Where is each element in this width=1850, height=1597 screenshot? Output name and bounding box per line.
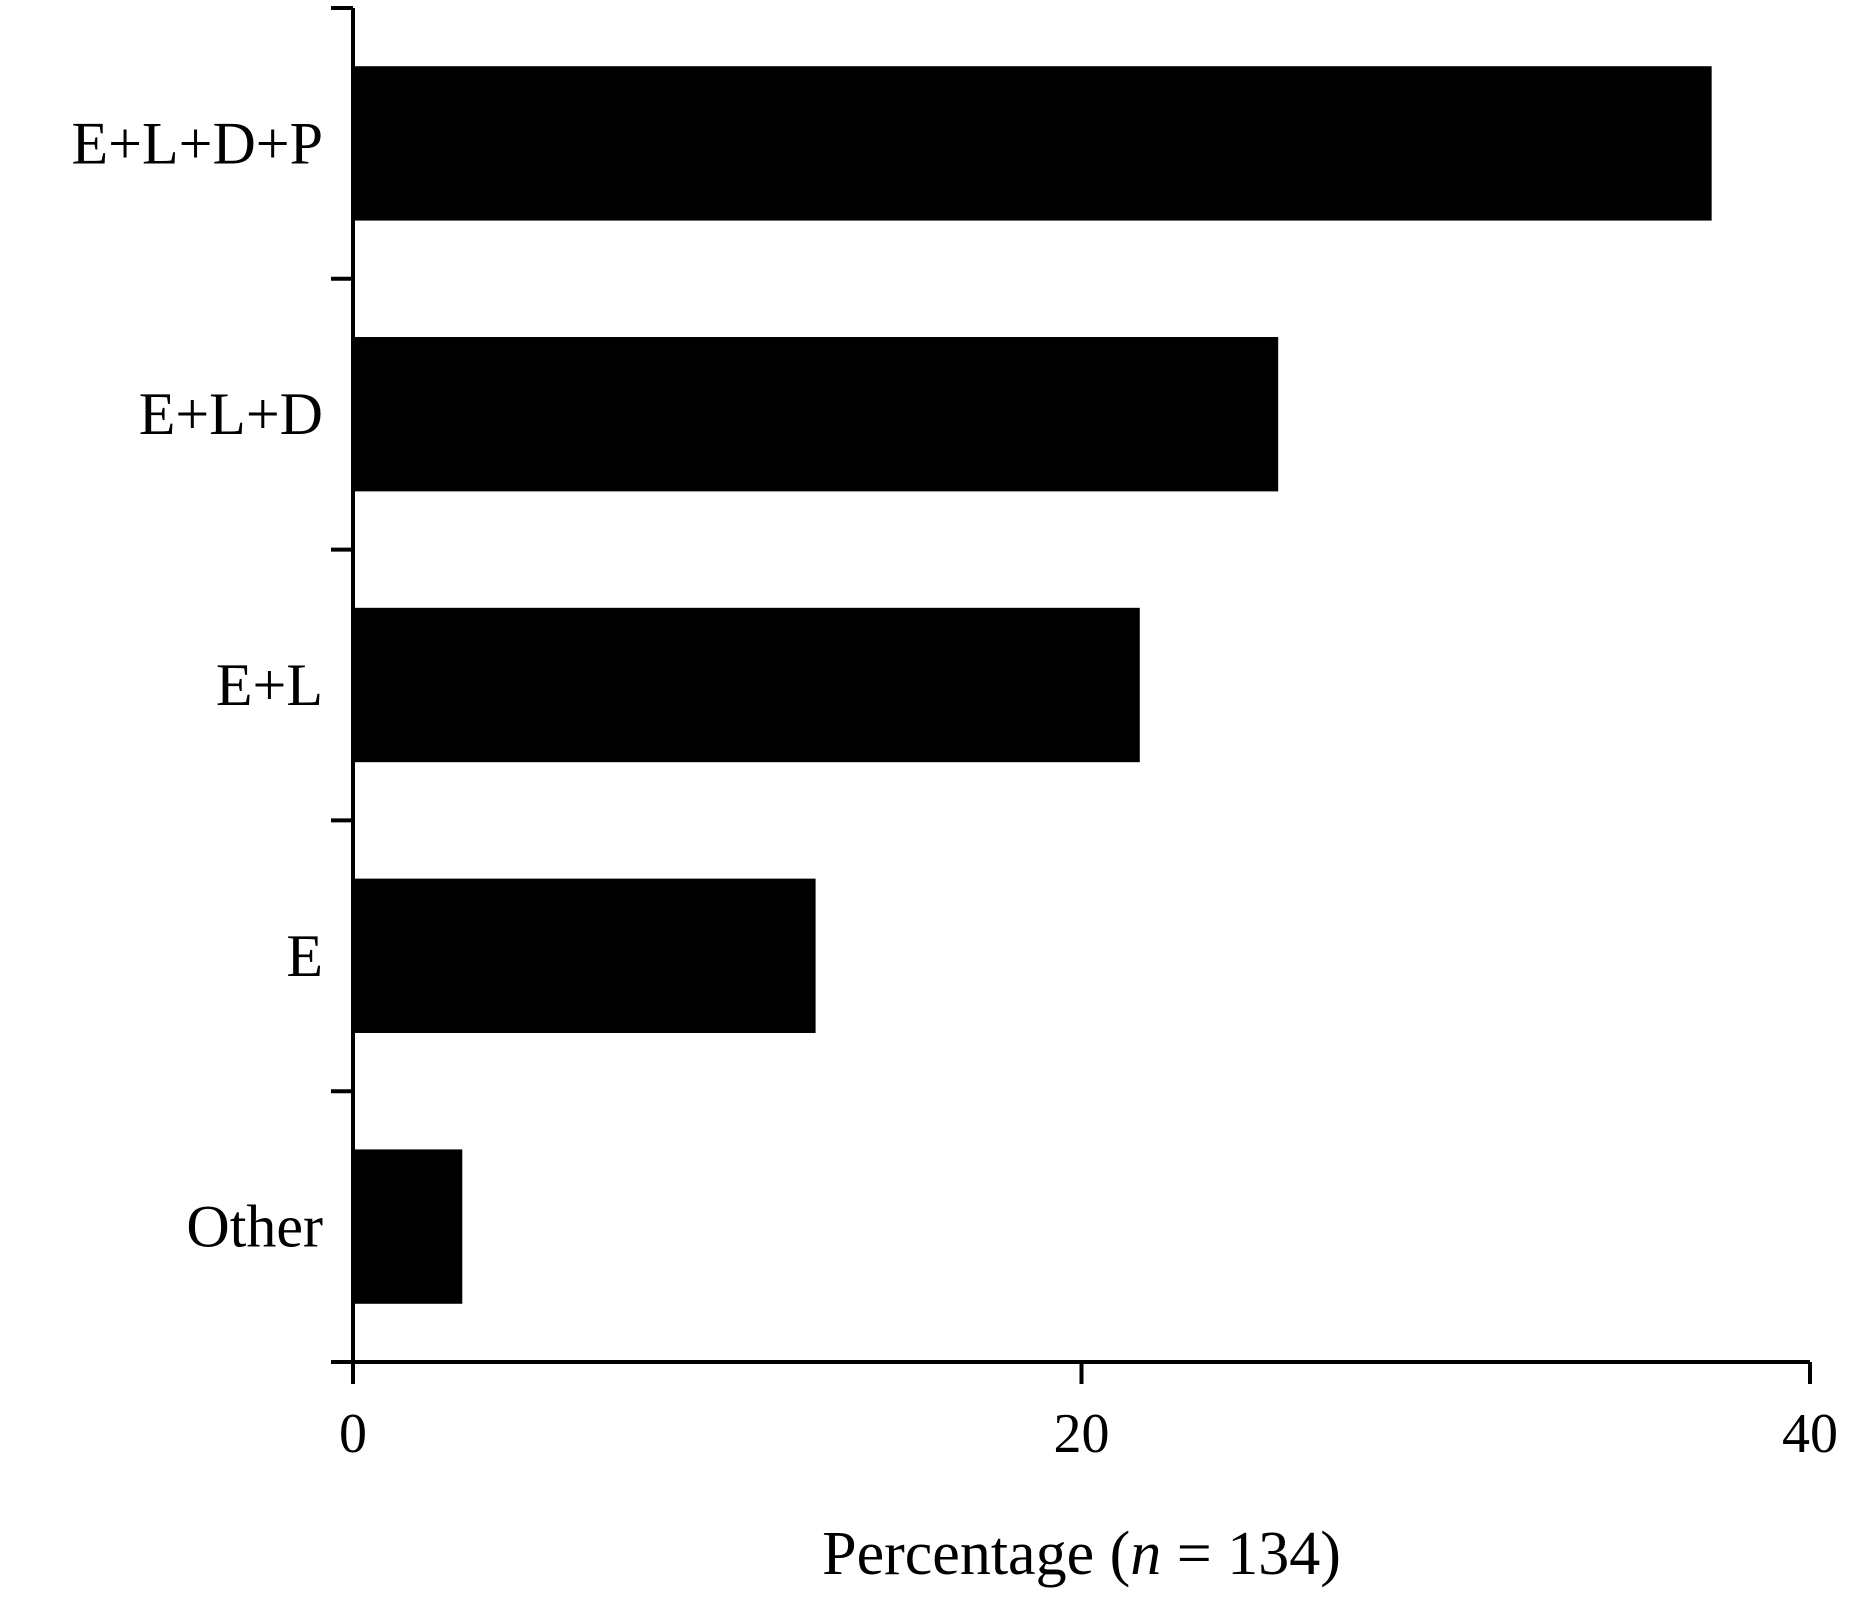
x-axis-title: Percentage (n = 134) bbox=[822, 1520, 1341, 1588]
y-category-label: E+L bbox=[216, 652, 323, 718]
x-tick-label: 0 bbox=[339, 1403, 367, 1465]
bar bbox=[353, 607, 1140, 763]
y-category-label: Other bbox=[186, 1194, 323, 1260]
labels-layer: E+L+D+P E+L+D E+L E Other 0 20 40 bbox=[71, 110, 1838, 1465]
y-category-label: E+L+D+P bbox=[71, 110, 323, 176]
x-tick-label: 20 bbox=[1054, 1403, 1110, 1465]
bar bbox=[353, 878, 816, 1033]
x-axis-title-prefix: Percentage ( bbox=[822, 1520, 1130, 1588]
x-tick-label: 40 bbox=[1782, 1403, 1838, 1465]
bar bbox=[353, 337, 1279, 492]
x-axis-title-suffix: = 134) bbox=[1161, 1520, 1341, 1588]
ticks-layer bbox=[331, 6, 1812, 1384]
bar bbox=[353, 1149, 463, 1304]
bars-layer bbox=[353, 66, 1712, 1304]
axes-layer bbox=[331, 8, 1810, 1364]
y-category-label: E+L+D bbox=[139, 381, 323, 447]
bar bbox=[353, 66, 1712, 221]
y-category-label: E bbox=[286, 923, 323, 989]
x-axis-title-n: n bbox=[1130, 1520, 1161, 1588]
